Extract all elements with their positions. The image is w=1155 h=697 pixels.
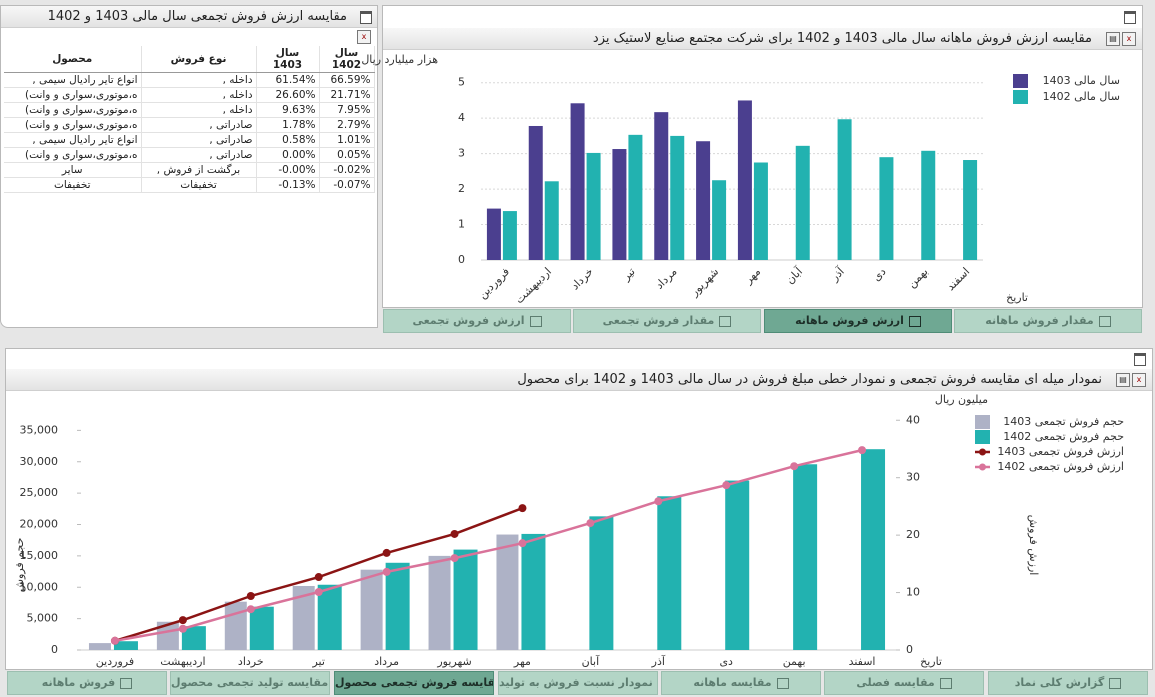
table-cell: -0.00%: [256, 162, 320, 178]
tab-icon: [1098, 315, 1111, 327]
table-cell: 0.05%: [319, 147, 375, 163]
table-row: انواع تایر رادیال سیمی , صادراتی , 0.58% 1.…: [4, 132, 375, 148]
table-cell: ه،موتوری،سواری و وانت): [4, 147, 142, 163]
table-cell: 61.54%: [256, 72, 320, 88]
tab-label: ارزش فروش تجمعی: [412, 314, 525, 327]
table-row: سایر برگشت از فروش , -0.00% -0.02%: [4, 162, 375, 178]
export-icon[interactable]: x: [1122, 32, 1136, 46]
table-row: ه،موتوری،سواری و وانت) صادراتی , 0.00% 0.05…: [4, 147, 375, 163]
tab[interactable]: نمودار نسبت فروش به تولید: [498, 671, 658, 695]
tab[interactable]: فروش ماهانه: [7, 671, 167, 695]
chart-title: نمودار میله ای مقایسه فروش تجمعی و نمودا…: [6, 369, 1152, 391]
table-panel: مقایسه ارزش فروش تجمعی سال مالی 1403 و 1…: [0, 5, 378, 328]
tab[interactable]: ارزش فروش تجمعی: [383, 309, 571, 333]
tab[interactable]: مقایسه تولید تجمعی محصول: [170, 671, 330, 695]
table-row: انواع تایر رادیال سیمی , داخله , 61.54% 66.…: [4, 72, 375, 88]
table-cell: 66.59%: [319, 72, 375, 88]
table-cell: انواع تایر رادیال سیمی ,: [4, 72, 142, 88]
print-icon[interactable]: ▤: [1106, 32, 1120, 46]
column-header: سال 1403: [256, 46, 320, 73]
tab[interactable]: مقدار فروش تجمعی: [573, 309, 761, 333]
table-cell: 26.60%: [256, 87, 320, 103]
tab[interactable]: مقایسه فصلی: [824, 671, 984, 695]
tab-label: مقدار فروش ماهانه: [985, 314, 1094, 327]
tab-icon: [908, 315, 921, 327]
table-cell: سایر: [4, 162, 142, 178]
window-icon[interactable]: [1124, 11, 1136, 24]
tab[interactable]: مقایسه فروش تجمعی محصول: [334, 671, 494, 695]
column-header: سال 1402: [319, 46, 375, 73]
table-row: ه،موتوری،سواری و وانت) صادراتی , 1.78% 2.79…: [4, 117, 375, 133]
tab[interactable]: مقایسه ماهانه: [661, 671, 821, 695]
tab-icon: [1109, 677, 1122, 689]
tab-label: ارزش فروش ماهانه: [795, 314, 904, 327]
tab-label: فروش ماهانه: [41, 676, 116, 689]
window-icon[interactable]: [1134, 353, 1146, 366]
table-cell: 2.79%: [319, 117, 375, 133]
table-cell: 9.63%: [256, 102, 320, 118]
export-icon[interactable]: x: [357, 30, 371, 44]
chart-panel: نمودار میله ای مقایسه فروش تجمعی و نمودا…: [5, 348, 1153, 670]
tab-label: مقایسه فصلی: [856, 676, 935, 689]
table-cell: صادراتی ,: [141, 147, 257, 163]
tab-label: مقدار فروش تجمعی: [602, 314, 715, 327]
table-row: ه،موتوری،سواری و وانت) داخله , 9.63% 7.95%: [4, 102, 375, 118]
table-cell: -0.07%: [319, 177, 375, 193]
tab-icon: [776, 677, 789, 689]
table-cell: تخفیفات: [4, 177, 142, 193]
tab-label: مقایسه فروش تجمعی محصول: [335, 676, 494, 689]
print-icon[interactable]: ▤: [1116, 373, 1130, 387]
table-cell: 21.71%: [319, 87, 375, 103]
table-cell: داخله ,: [141, 87, 257, 103]
table-cell: انواع تایر رادیال سیمی ,: [4, 132, 142, 148]
table-cell: صادراتی ,: [141, 132, 257, 148]
table-cell: ه،موتوری،سواری و وانت): [4, 87, 142, 103]
table-cell: ه،موتوری،سواری و وانت): [4, 102, 142, 118]
table-row: ه،موتوری،سواری و وانت) داخله , 26.60% 21.71…: [4, 87, 375, 103]
table-cell: -0.02%: [319, 162, 375, 178]
table-cell: 1.01%: [319, 132, 375, 148]
export-icon[interactable]: x: [1132, 373, 1146, 387]
chart-panel: مقایسه ارزش فروش ماهانه سال مالی 1403 و …: [382, 5, 1143, 308]
tab-label: گزارش کلی نماد: [1014, 676, 1105, 689]
column-header: نوع فروش: [141, 46, 257, 73]
tab-label: نمودار نسبت فروش به تولید: [499, 676, 653, 689]
table-row: تخفیفات تخفیفات -0.13% -0.07%: [4, 177, 375, 193]
panel-title: مقایسه ارزش فروش تجمعی سال مالی 1403 و 1…: [1, 6, 377, 28]
tab[interactable]: مقدار فروش ماهانه: [954, 309, 1142, 333]
table-cell: 7.95%: [319, 102, 375, 118]
table-cell: ه،موتوری،سواری و وانت): [4, 117, 142, 133]
table-cell: برگشت از فروش ,: [141, 162, 257, 178]
chart-title: مقایسه ارزش فروش ماهانه سال مالی 1403 و …: [383, 28, 1142, 50]
tab-icon: [120, 677, 133, 689]
tab[interactable]: گزارش کلی نماد: [988, 671, 1148, 695]
table-cell: 0.00%: [256, 147, 320, 163]
window-icon[interactable]: [360, 11, 372, 24]
table-cell: داخله ,: [141, 102, 257, 118]
table-cell: 0.58%: [256, 132, 320, 148]
table-cell: داخله ,: [141, 72, 257, 88]
tab[interactable]: ارزش فروش ماهانه: [764, 309, 952, 333]
table-cell: 1.78%: [256, 117, 320, 133]
tab-icon: [719, 315, 732, 327]
table-cell: صادراتی ,: [141, 117, 257, 133]
tab-icon: [939, 677, 952, 689]
table-cell: تخفیفات: [141, 177, 257, 193]
table-cell: -0.13%: [256, 177, 320, 193]
tab-icon: [529, 315, 542, 327]
share-table: محصول نوع فروش سال 1403 سال 1402 انواع تایر…: [4, 46, 375, 193]
column-header: محصول: [4, 46, 142, 73]
tab-label: مقایسه ماهانه: [693, 676, 772, 689]
tab-label: مقایسه تولید تجمعی محصول: [171, 676, 329, 689]
